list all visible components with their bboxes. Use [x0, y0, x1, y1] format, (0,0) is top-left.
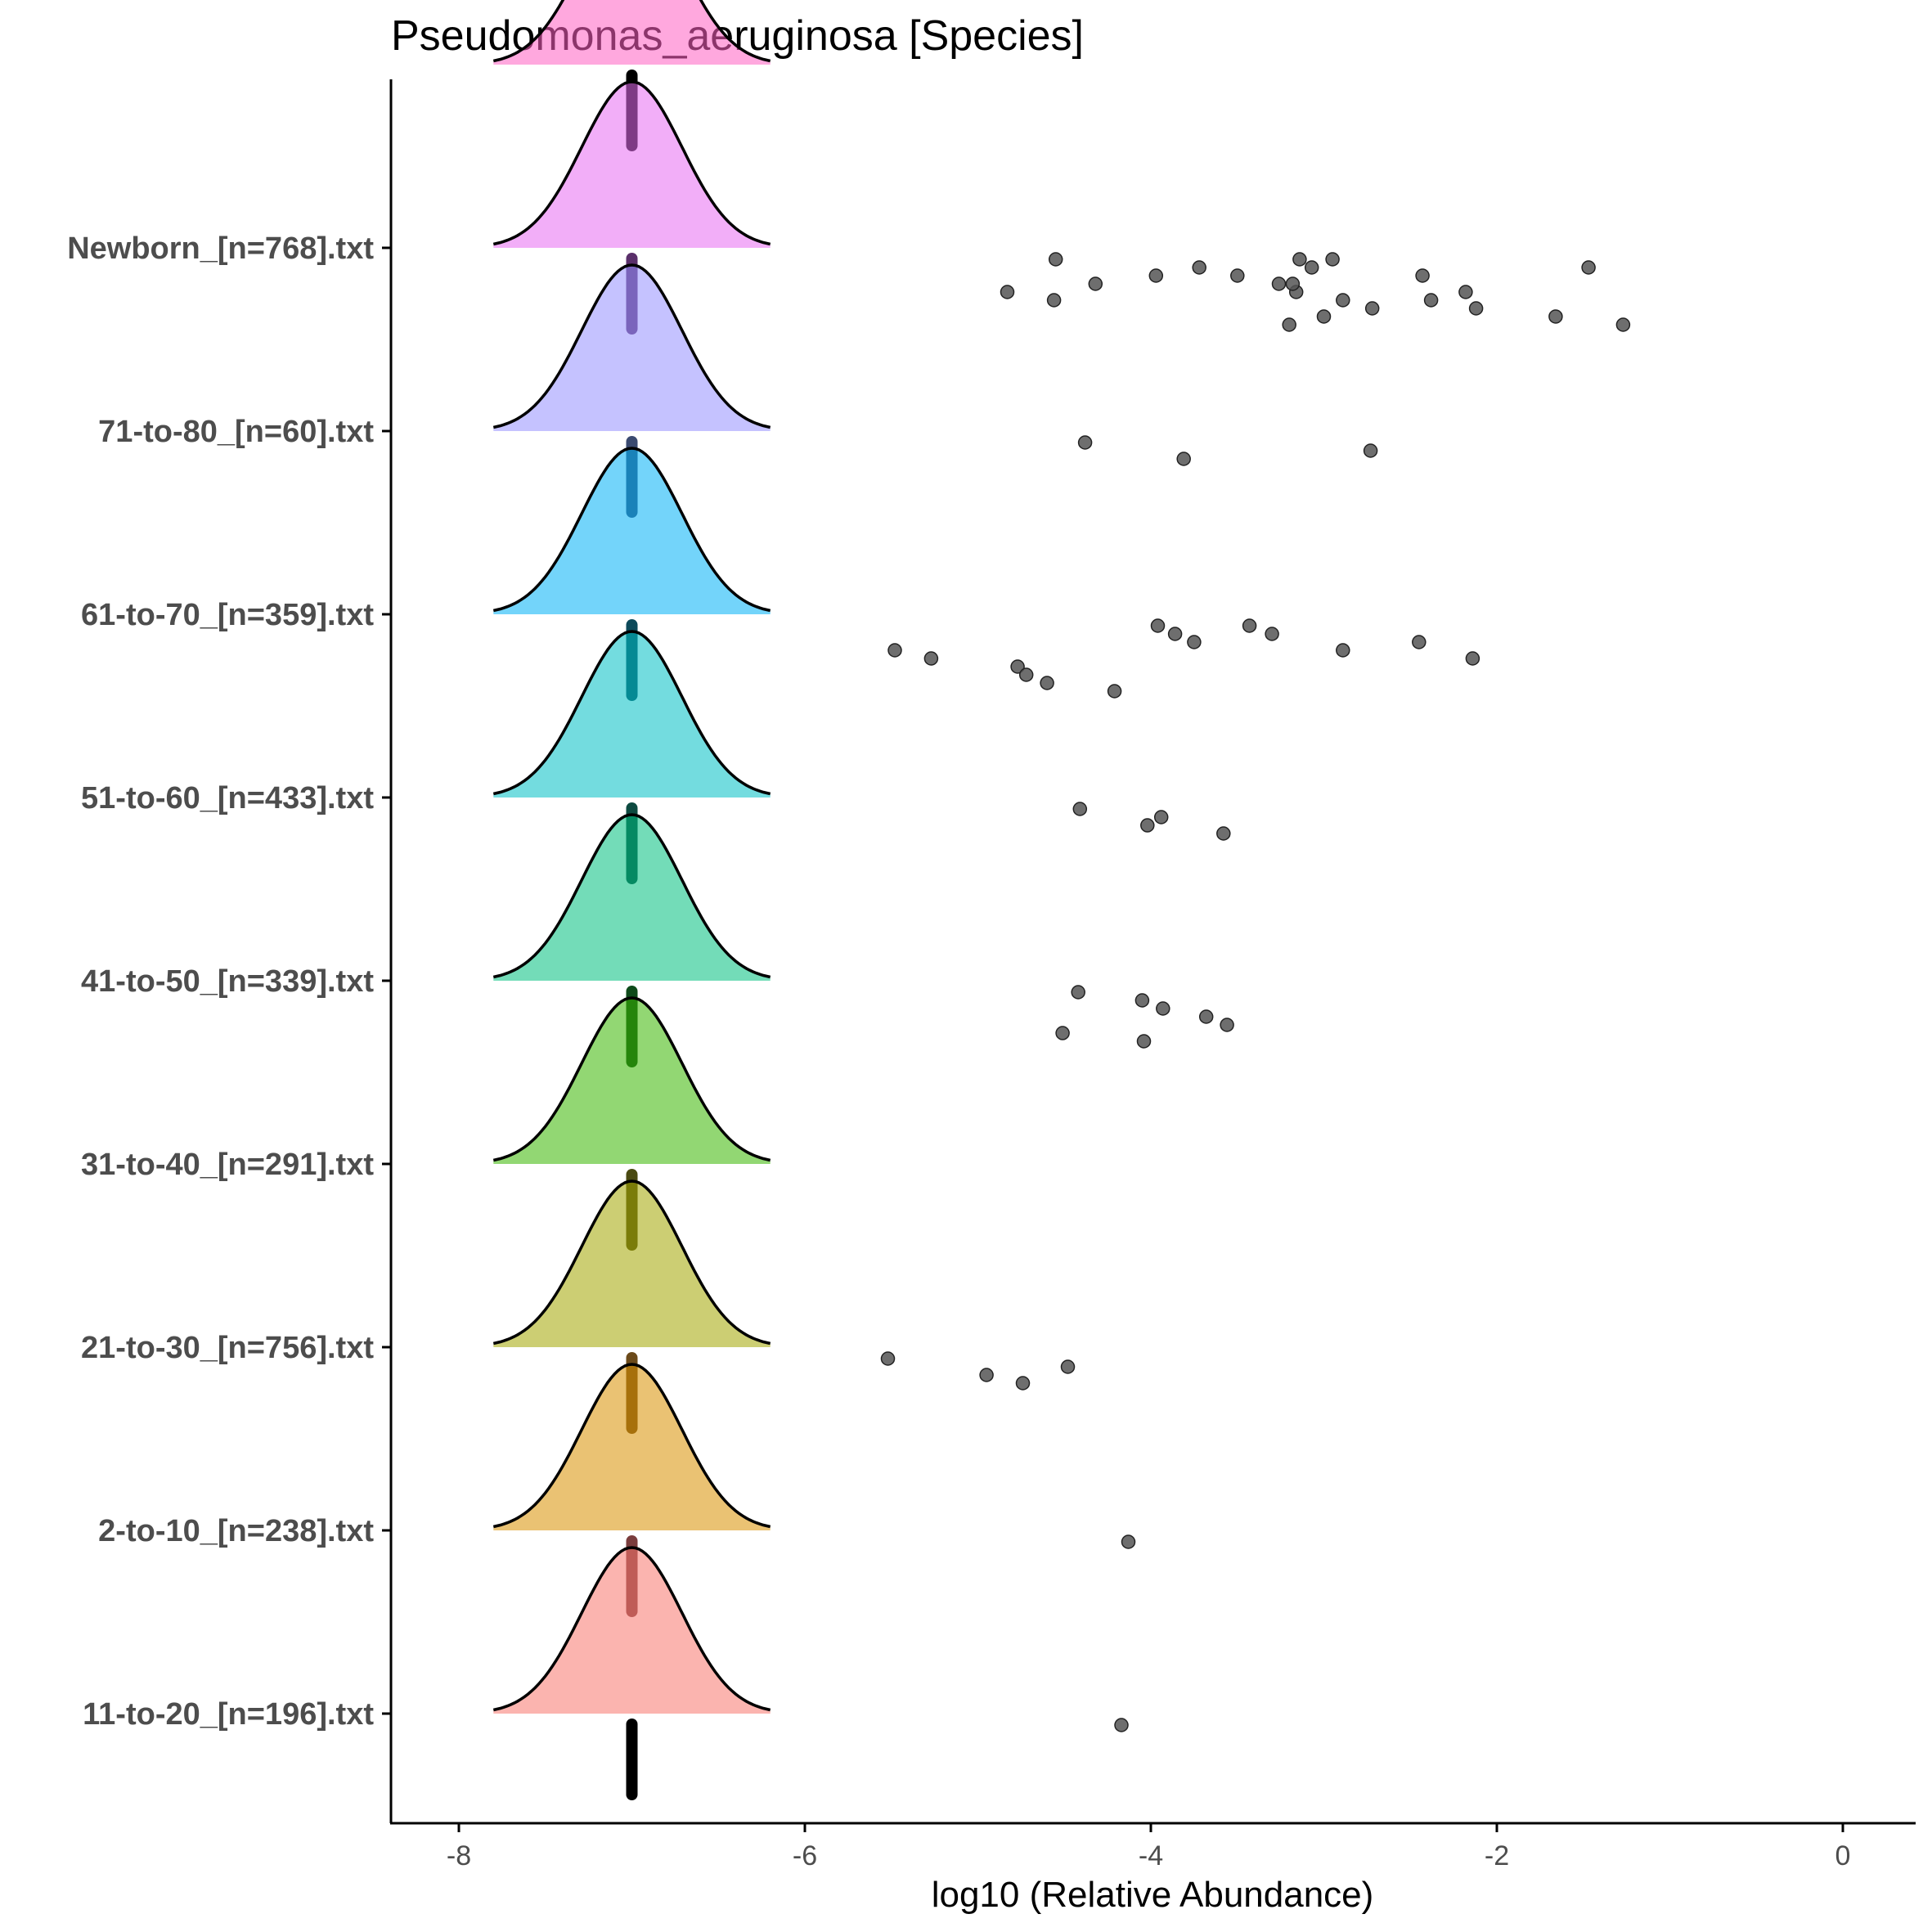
data-point — [1242, 618, 1257, 633]
density-fill — [493, 998, 771, 1164]
data-point — [1230, 268, 1245, 283]
data-point — [1415, 268, 1430, 283]
data-point — [1015, 1376, 1031, 1391]
density-fill — [493, 815, 771, 981]
x-tick-label: -8 — [447, 1840, 471, 1871]
density-fill — [493, 631, 771, 798]
data-point — [1072, 802, 1088, 816]
data-point — [880, 1351, 896, 1366]
data-point — [1285, 276, 1301, 291]
y-tick-label: 61-to-70_[n=359].txt — [81, 598, 374, 632]
data-point — [1071, 985, 1085, 1000]
data-point — [1048, 252, 1063, 267]
data-point — [1581, 260, 1596, 275]
x-tick-label: -2 — [1485, 1840, 1509, 1871]
data-point — [1136, 1034, 1152, 1049]
density-line — [492, 630, 771, 796]
density-line — [492, 1179, 771, 1346]
y-tick-label: 71-to-80_[n=60].txt — [98, 415, 374, 449]
data-point — [1000, 285, 1015, 299]
data-point — [1412, 635, 1427, 649]
data-point — [1134, 993, 1150, 1008]
density-line — [492, 813, 771, 979]
data-point — [1156, 1001, 1170, 1016]
density-fill — [493, 0, 771, 65]
data-point — [1292, 252, 1307, 267]
ridges — [492, 0, 1631, 1800]
data-point — [1468, 301, 1484, 316]
data-point — [1187, 635, 1202, 649]
data-point — [1198, 1009, 1214, 1024]
data-point — [1325, 252, 1340, 267]
data-point — [1192, 260, 1206, 275]
density-line — [492, 263, 771, 429]
density-fill — [493, 1181, 771, 1347]
density-line — [492, 1363, 771, 1529]
density-line — [492, 80, 771, 246]
x-axis-ticks: -8 -6 -4 -2 0 — [447, 1823, 1851, 1871]
data-point — [1363, 443, 1378, 458]
data-point — [1423, 293, 1439, 308]
data-point — [1040, 676, 1054, 690]
data-point — [1150, 618, 1166, 633]
data-point — [1176, 452, 1191, 466]
y-tick-label: Newborn_[n=768].txt — [67, 231, 374, 266]
data-point — [1148, 268, 1164, 283]
x-tick-label: 0 — [1835, 1840, 1851, 1871]
density-line — [492, 0, 771, 63]
data-point — [1107, 684, 1122, 699]
data-point — [1364, 301, 1380, 316]
data-point — [1167, 627, 1183, 641]
y-tick-label: 21-to-30_[n=756].txt — [81, 1331, 374, 1365]
data-point — [1304, 260, 1319, 275]
x-tick-label: -4 — [1139, 1840, 1163, 1871]
y-axis-labels: Newborn_[n=768].txt 71-to-80_[n=60].txt 61… — [67, 231, 391, 1732]
data-point — [1220, 1018, 1234, 1032]
data-point — [1121, 1534, 1136, 1549]
data-point — [923, 651, 939, 666]
density-line — [492, 447, 771, 613]
data-point — [1615, 317, 1631, 332]
density-line — [492, 996, 771, 1162]
data-point — [1077, 435, 1093, 450]
data-point — [1060, 1359, 1076, 1374]
ridge-group — [492, 1546, 1129, 1800]
data-point — [979, 1368, 994, 1382]
data-point — [1465, 651, 1480, 666]
data-point — [1140, 818, 1155, 833]
density-fill — [493, 448, 771, 614]
data-point — [1055, 1026, 1070, 1040]
x-axis-title: log10 (Relative Abundance) — [932, 1875, 1374, 1915]
ridge-group — [492, 1179, 1076, 1434]
data-point — [1088, 276, 1103, 291]
x-tick-label: -6 — [793, 1840, 817, 1871]
y-tick-label: 41-to-50_[n=339].txt — [81, 964, 374, 999]
data-point — [1216, 826, 1231, 841]
data-point — [1046, 293, 1062, 308]
density-fill — [493, 82, 771, 248]
data-point — [1316, 309, 1332, 324]
data-point — [1010, 659, 1025, 674]
data-point — [1282, 317, 1296, 332]
data-point — [1458, 285, 1473, 299]
data-point — [1265, 627, 1279, 641]
y-tick-label: 11-to-20_[n=196].txt — [83, 1697, 374, 1732]
y-tick-label: 31-to-40_[n=291].txt — [81, 1148, 374, 1182]
ridge-group — [492, 1363, 1136, 1617]
density-fill — [493, 265, 771, 431]
data-point — [1114, 1718, 1129, 1732]
data-point — [1548, 309, 1563, 324]
data-point — [887, 643, 902, 658]
data-point — [1336, 293, 1350, 308]
data-point — [1018, 667, 1034, 682]
y-tick-label: 51-to-60_[n=433].txt — [81, 781, 374, 815]
density-fill — [493, 1548, 771, 1714]
data-point — [1336, 643, 1350, 658]
data-point — [1271, 276, 1287, 291]
data-point — [1153, 810, 1169, 824]
y-tick-label: 2-to-10_[n=238].txt — [98, 1514, 374, 1548]
density-fill — [493, 1364, 771, 1530]
density-line — [492, 1546, 771, 1712]
